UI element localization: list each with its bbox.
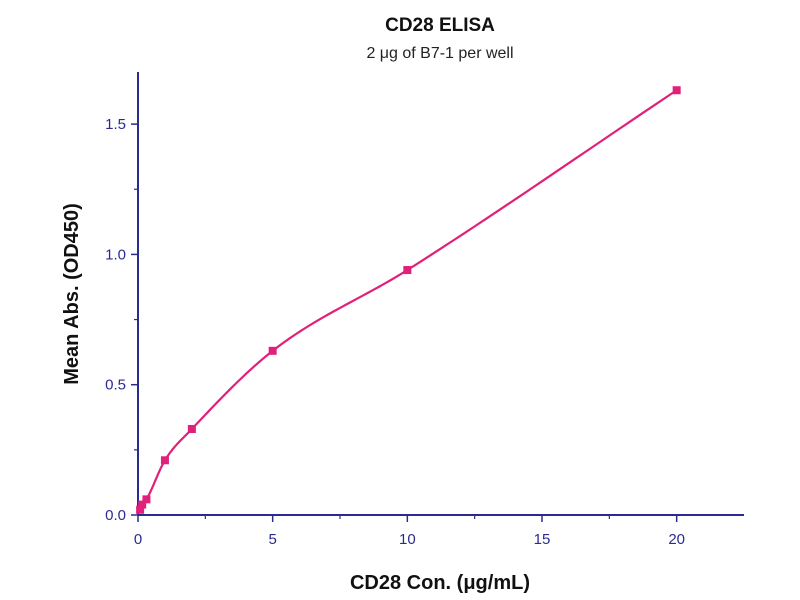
x-tick-label: 0	[134, 531, 142, 548]
data-point	[672, 86, 681, 95]
x-tick-label: 20	[668, 531, 685, 548]
y-tick-label: 1.0	[105, 246, 126, 263]
x-axis-label: CD28 Con. (μg/mL)	[350, 572, 530, 594]
data-point	[403, 266, 412, 275]
data-point	[142, 495, 151, 504]
tick-labels: 0 5 10 15 20 0.0 0.5 1.0 1.5	[105, 116, 685, 548]
chart-subtitle: 2 μg of B7-1 per well	[366, 45, 513, 62]
data-point	[136, 505, 145, 514]
data-point	[160, 456, 169, 465]
ticks	[131, 123, 678, 522]
y-tick-label: 1.5	[105, 116, 126, 133]
x-tick-label: 5	[268, 531, 276, 548]
y-tick-label: 0.0	[105, 507, 126, 524]
y-tick-label: 0.5	[105, 377, 126, 394]
data-point	[268, 346, 277, 355]
axes	[137, 72, 744, 516]
x-tick-label: 15	[534, 531, 551, 548]
x-tick-label: 10	[399, 531, 416, 548]
data-points	[136, 86, 681, 514]
data-point	[138, 500, 147, 509]
data-point	[187, 425, 196, 434]
series-line	[139, 89, 678, 511]
y-axis-label: Mean Abs. (OD450)	[61, 203, 83, 385]
chart-title: CD28 ELISA	[385, 15, 495, 36]
